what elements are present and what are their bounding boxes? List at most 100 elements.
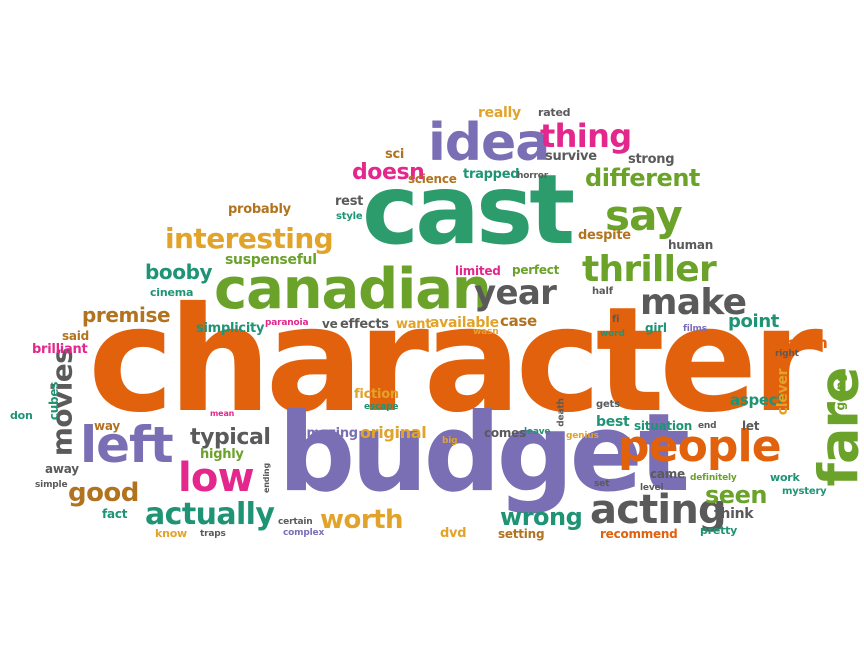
word-certain: certain bbox=[278, 517, 313, 527]
word-typical: typical bbox=[190, 425, 271, 450]
word-work: work bbox=[770, 471, 800, 484]
word-human: human bbox=[668, 238, 714, 252]
word-left: left bbox=[80, 416, 174, 474]
word-ending: ending bbox=[262, 462, 272, 494]
word-situation: situation bbox=[634, 419, 693, 433]
word-brilliant: brilliant bbox=[32, 342, 88, 357]
word-idea: idea bbox=[428, 113, 550, 173]
word-setting: setting bbox=[498, 527, 545, 541]
word-people: people bbox=[618, 421, 782, 472]
word-cinema: cinema bbox=[150, 286, 194, 299]
word-doesn: doesn bbox=[352, 160, 425, 185]
word-word: word bbox=[600, 329, 625, 339]
word-going: going bbox=[833, 373, 848, 411]
word-different: different bbox=[585, 164, 700, 192]
word-suspenseful: suspenseful bbox=[225, 252, 317, 268]
word-trapped: trapped bbox=[463, 167, 520, 182]
word-perfect: perfect bbox=[512, 263, 560, 277]
word-level: level bbox=[640, 483, 664, 493]
word-low: low bbox=[178, 455, 255, 501]
word-complex: complex bbox=[283, 528, 325, 538]
word-probably: probably bbox=[228, 202, 291, 217]
word-fact: fact bbox=[102, 507, 128, 521]
word-think: think bbox=[714, 506, 754, 522]
word-budget: budget bbox=[278, 391, 690, 516]
word-death: death bbox=[556, 398, 567, 427]
word-way: way bbox=[94, 419, 120, 433]
word-came: came bbox=[650, 467, 685, 481]
word-rated: rated bbox=[538, 106, 571, 119]
word-character: character bbox=[88, 276, 823, 445]
word-fiction: fiction bbox=[354, 387, 399, 402]
word-let: let bbox=[742, 419, 760, 433]
word-effects: effects bbox=[340, 317, 389, 332]
word-traps: traps bbox=[200, 529, 226, 539]
word-leave: leave bbox=[524, 427, 551, 437]
word-strong: strong bbox=[628, 152, 675, 167]
word-really: really bbox=[478, 105, 521, 121]
word-mystery: mystery bbox=[782, 486, 827, 497]
word-ve: ve bbox=[322, 317, 338, 331]
word-year: year bbox=[474, 273, 557, 313]
word-thriller: thriller bbox=[582, 249, 717, 290]
word-gets: gets bbox=[596, 399, 620, 410]
word-premise: premise bbox=[82, 303, 171, 327]
word-interesting: interesting bbox=[165, 222, 334, 255]
word-said: said bbox=[62, 329, 89, 343]
word-cubes: cubes bbox=[47, 381, 62, 421]
word-make: make bbox=[640, 282, 747, 323]
word-dvd: dvd bbox=[440, 526, 467, 541]
word-girl: girl bbox=[645, 321, 667, 335]
word-pretty: pretty bbox=[700, 524, 738, 537]
word-know: know bbox=[155, 527, 187, 540]
word-acting: acting bbox=[590, 487, 727, 533]
word-thing: thing bbox=[540, 117, 632, 155]
word-end: end bbox=[698, 421, 717, 431]
word-mean: mean bbox=[210, 409, 235, 418]
word-room: room bbox=[785, 334, 828, 352]
word-case: case bbox=[500, 312, 537, 330]
word-definitely: definitely bbox=[690, 473, 737, 483]
word-good: good bbox=[68, 478, 139, 508]
word-set: set bbox=[594, 479, 610, 489]
word-clever: clever bbox=[775, 368, 792, 416]
word-sci: sci bbox=[385, 147, 405, 162]
word-horror: horror bbox=[517, 171, 549, 181]
word-paranoia: paranoia bbox=[265, 318, 309, 328]
word-available: available bbox=[430, 315, 499, 331]
word-science: science bbox=[408, 172, 457, 186]
word-best: best bbox=[596, 414, 630, 430]
word-big: big bbox=[442, 436, 458, 446]
word-half: half bbox=[592, 286, 613, 297]
word-original: original bbox=[360, 423, 427, 442]
word-despite: despite bbox=[578, 228, 631, 243]
word-don: don bbox=[10, 409, 33, 422]
word-recommend: recommend bbox=[600, 527, 678, 541]
word-fi: fi bbox=[612, 314, 620, 325]
word-films: films bbox=[683, 324, 707, 334]
word-style: style bbox=[336, 211, 363, 222]
word-away: away bbox=[45, 462, 79, 476]
word-wrong: wrong bbox=[500, 503, 583, 531]
word-comes: comes bbox=[484, 426, 526, 440]
word-amazing: amazing bbox=[298, 426, 358, 441]
word-worth: worth bbox=[320, 505, 404, 535]
word-limited: limited bbox=[455, 264, 501, 278]
word-survive: survive bbox=[545, 149, 597, 164]
word-wasn: wasn bbox=[473, 327, 499, 337]
word-seen: seen bbox=[705, 481, 768, 509]
word-canadian: canadian bbox=[214, 257, 492, 322]
word-genius: genius bbox=[566, 431, 599, 441]
word-rest: rest bbox=[335, 194, 364, 209]
word-aspect: aspect bbox=[730, 391, 785, 409]
word-actually: actually bbox=[145, 497, 275, 532]
word-point: point bbox=[728, 311, 780, 332]
word-booby: booby bbox=[145, 260, 213, 284]
word-simple: simple bbox=[35, 480, 68, 490]
word-escape: escape bbox=[364, 402, 399, 412]
word-highly: highly bbox=[200, 447, 244, 462]
word-say: say bbox=[605, 191, 683, 240]
word-want: want bbox=[396, 317, 432, 332]
word-right: right bbox=[775, 349, 799, 359]
